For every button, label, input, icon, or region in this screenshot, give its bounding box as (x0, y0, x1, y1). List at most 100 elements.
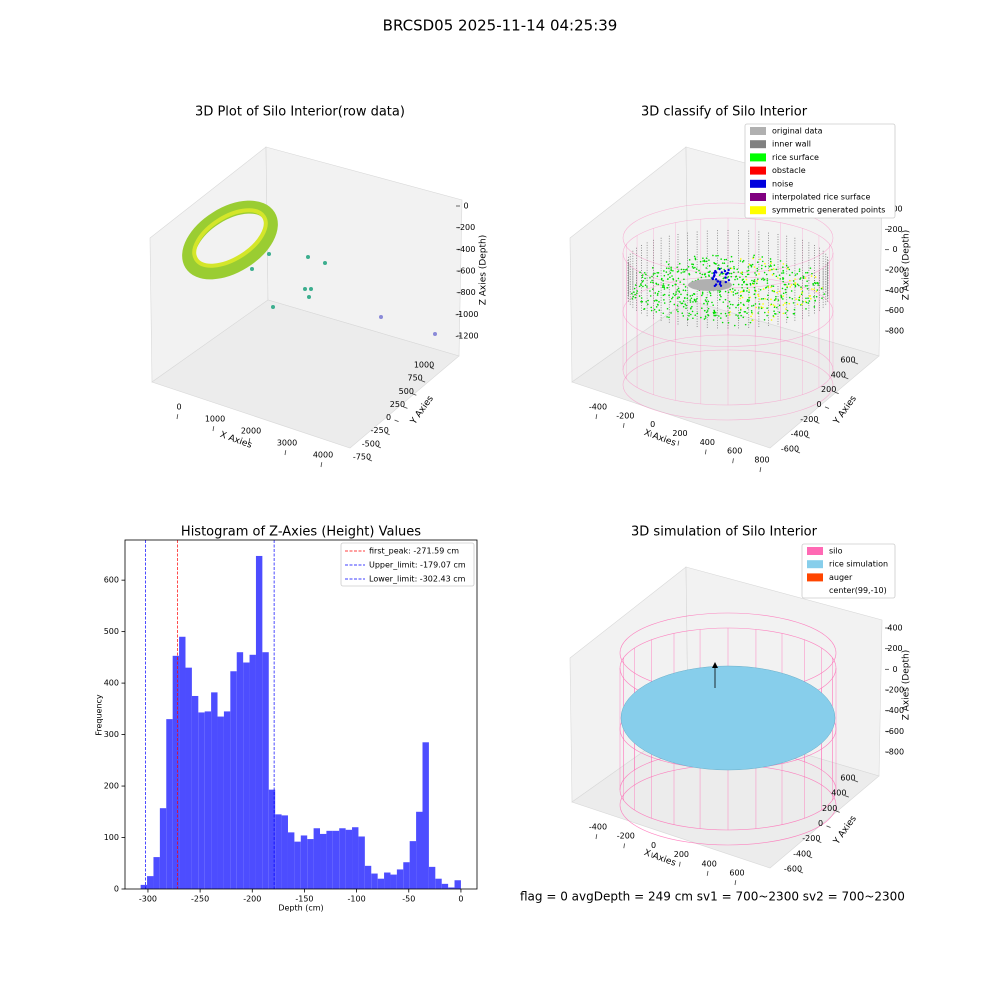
surface-point (663, 299, 665, 301)
surface-point (796, 303, 799, 306)
surface-point (730, 255, 733, 258)
surface-point (779, 260, 782, 262)
surface-point (742, 316, 745, 319)
x-tick-label: 200 (674, 850, 689, 859)
surface-point (689, 295, 692, 297)
surface-point (705, 311, 708, 314)
outlier-point (433, 332, 437, 336)
bar (428, 866, 436, 889)
surface-point (736, 292, 739, 294)
surface-point (692, 317, 694, 320)
legend-swatch (750, 140, 766, 149)
surface-point (763, 271, 766, 274)
z-tick-label: 0 (892, 665, 897, 674)
tick-mark (622, 422, 625, 428)
legend-label: original data (772, 127, 823, 136)
noise-point (714, 271, 718, 274)
surface-point (647, 303, 649, 306)
surface-point (729, 288, 731, 291)
surface-point (680, 272, 683, 274)
legend-label: auger (829, 573, 853, 582)
noise-point (727, 278, 731, 282)
surface-point (705, 296, 708, 299)
surface-point (662, 312, 665, 315)
bar (198, 712, 205, 889)
surface-point (711, 272, 713, 274)
surface-point (756, 269, 759, 272)
surface-point (795, 298, 797, 300)
surface-point (778, 290, 781, 293)
surface-point (777, 299, 780, 301)
surface-point (773, 306, 776, 309)
tick-mark (826, 825, 831, 828)
surface-point (741, 290, 743, 293)
surface-point (775, 268, 778, 271)
surface-point (777, 277, 779, 279)
surface-point (661, 286, 664, 289)
surface-point (730, 290, 733, 293)
bar (416, 811, 423, 889)
surface-point (680, 302, 683, 305)
surface-point (701, 293, 704, 295)
surface-point (782, 263, 785, 265)
bar (211, 692, 218, 889)
surface-point (768, 269, 771, 272)
surface-point (776, 306, 778, 309)
surface-point (814, 300, 816, 302)
surface-point (770, 286, 772, 288)
surface-point (787, 283, 790, 285)
outlier-point (323, 261, 327, 265)
surface-point (665, 261, 668, 263)
surface-point (798, 296, 801, 299)
surface-point (694, 314, 697, 316)
bar (435, 878, 442, 889)
z-tick-label: -800 (886, 748, 904, 757)
bar (140, 884, 148, 889)
surface-point (750, 265, 753, 268)
noise-point (719, 284, 723, 288)
surface-point (649, 290, 651, 292)
surface-point (719, 273, 722, 275)
surface-point (781, 287, 784, 290)
surface-point (669, 300, 672, 303)
tick-mark (248, 438, 251, 444)
surface-point (766, 307, 768, 309)
surface-point (741, 283, 743, 286)
bar (185, 667, 192, 889)
surface-point (714, 311, 717, 314)
surface-point (769, 260, 772, 263)
surface-point (655, 306, 658, 308)
surface-point (747, 300, 750, 302)
surface-point (804, 271, 807, 274)
surface-point (805, 301, 808, 304)
surface-point (695, 271, 697, 274)
tick-mark (759, 467, 762, 473)
surface-point (715, 263, 717, 265)
y-tick-label: -250 (371, 426, 389, 435)
bar (159, 808, 167, 889)
surface-point (677, 277, 680, 280)
surface-point (760, 267, 763, 270)
legend-box (340, 542, 475, 587)
surface-point (713, 262, 715, 264)
surface-point (683, 268, 685, 271)
surface-point (730, 275, 733, 278)
surface-point (667, 278, 669, 280)
surface-point (790, 290, 793, 292)
bar (249, 654, 256, 889)
surface-point (675, 291, 677, 293)
surface-point (663, 293, 666, 296)
surface-point (666, 286, 668, 289)
surface-point (751, 279, 753, 282)
y-tick-label: 600 (840, 774, 855, 783)
surface-point (734, 278, 736, 281)
surface-point (749, 284, 752, 286)
surface-point (766, 279, 769, 282)
surface-point (706, 310, 709, 312)
surface-point (700, 276, 703, 279)
surface-point (813, 288, 815, 291)
surface-point (682, 300, 685, 302)
surface-point (724, 290, 727, 293)
surface-point (816, 282, 818, 284)
surface-point (670, 268, 672, 270)
